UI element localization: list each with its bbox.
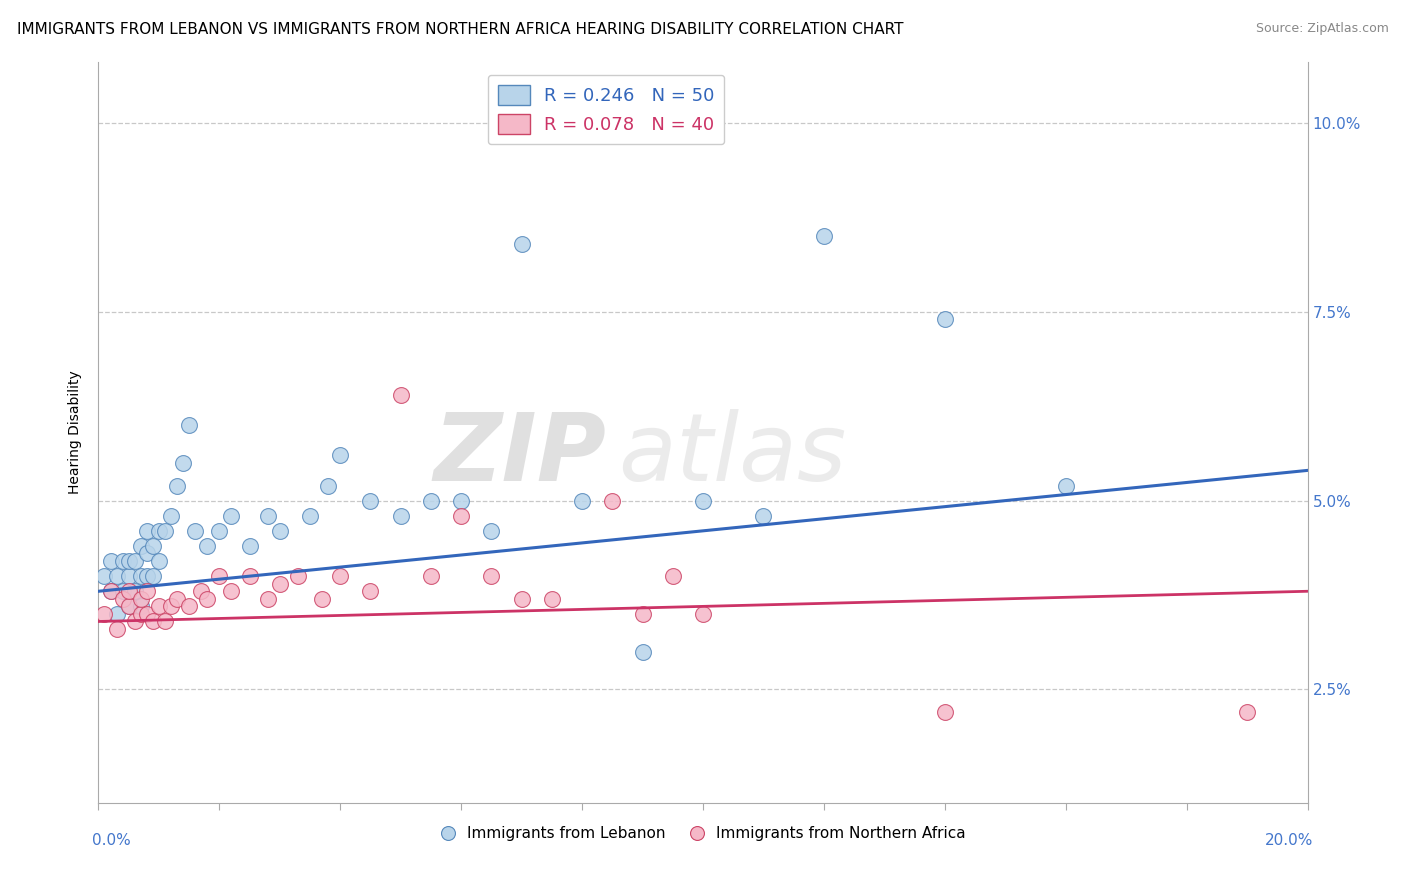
- Point: [631, 607, 654, 621]
- Point: [221, 508, 243, 523]
- Point: [631, 645, 654, 659]
- Text: atlas: atlas: [619, 409, 846, 500]
- Point: [420, 569, 443, 583]
- Point: [105, 569, 128, 583]
- Point: [135, 607, 157, 621]
- Point: [256, 508, 278, 523]
- Point: [148, 524, 170, 538]
- Point: [510, 236, 533, 251]
- Text: 20.0%: 20.0%: [1265, 833, 1313, 848]
- Y-axis label: Hearing Disability: Hearing Disability: [69, 371, 83, 494]
- Point: [269, 524, 291, 538]
- Point: [153, 615, 176, 629]
- Point: [166, 591, 188, 606]
- Point: [389, 508, 412, 523]
- Point: [179, 599, 201, 614]
- Point: [450, 493, 472, 508]
- Point: [269, 576, 291, 591]
- Point: [692, 607, 714, 621]
- Point: [208, 524, 231, 538]
- Point: [540, 591, 562, 606]
- Point: [142, 539, 165, 553]
- Point: [105, 607, 128, 621]
- Point: [172, 456, 194, 470]
- Point: [135, 584, 157, 599]
- Point: [118, 599, 141, 614]
- Point: [239, 539, 262, 553]
- Point: [661, 569, 683, 583]
- Point: [195, 591, 218, 606]
- Point: [124, 615, 146, 629]
- Point: [239, 569, 262, 583]
- Point: [420, 493, 443, 508]
- Point: [118, 584, 141, 599]
- Point: [135, 569, 157, 583]
- Point: [93, 569, 115, 583]
- Point: [153, 524, 176, 538]
- Point: [510, 591, 533, 606]
- Point: [111, 554, 134, 568]
- Point: [142, 569, 165, 583]
- Point: [329, 569, 352, 583]
- Point: [129, 591, 152, 606]
- Point: [299, 508, 322, 523]
- Point: [160, 599, 183, 614]
- Point: [105, 622, 128, 636]
- Point: [100, 554, 122, 568]
- Text: IMMIGRANTS FROM LEBANON VS IMMIGRANTS FROM NORTHERN AFRICA HEARING DISABILITY CO: IMMIGRANTS FROM LEBANON VS IMMIGRANTS FR…: [17, 22, 904, 37]
- Point: [450, 508, 472, 523]
- Point: [329, 448, 352, 462]
- Point: [100, 584, 122, 599]
- Point: [813, 229, 835, 244]
- Point: [195, 539, 218, 553]
- Point: [148, 554, 170, 568]
- Point: [360, 584, 382, 599]
- Point: [124, 584, 146, 599]
- Point: [481, 569, 503, 583]
- Point: [934, 705, 956, 719]
- Point: [481, 524, 503, 538]
- Point: [135, 524, 157, 538]
- Point: [100, 584, 122, 599]
- Point: [221, 584, 243, 599]
- Point: [93, 607, 115, 621]
- Point: [124, 554, 146, 568]
- Point: [111, 591, 134, 606]
- Text: 0.0%: 0.0%: [93, 833, 131, 848]
- Point: [135, 547, 157, 561]
- Point: [208, 569, 231, 583]
- Point: [129, 569, 152, 583]
- Point: [129, 607, 152, 621]
- Point: [190, 584, 212, 599]
- Point: [118, 569, 141, 583]
- Point: [129, 539, 152, 553]
- Point: [752, 508, 775, 523]
- Point: [129, 599, 152, 614]
- Point: [311, 591, 333, 606]
- Point: [256, 591, 278, 606]
- Point: [934, 312, 956, 326]
- Point: [184, 524, 207, 538]
- Point: [118, 554, 141, 568]
- Point: [179, 418, 201, 433]
- Point: [160, 508, 183, 523]
- Point: [571, 493, 593, 508]
- Point: [148, 599, 170, 614]
- Point: [1054, 478, 1077, 492]
- Point: [142, 615, 165, 629]
- Legend: Immigrants from Lebanon, Immigrants from Northern Africa: Immigrants from Lebanon, Immigrants from…: [434, 820, 972, 847]
- Text: ZIP: ZIP: [433, 409, 606, 500]
- Text: Source: ZipAtlas.com: Source: ZipAtlas.com: [1256, 22, 1389, 36]
- Point: [287, 569, 309, 583]
- Point: [360, 493, 382, 508]
- Point: [111, 584, 134, 599]
- Point: [118, 599, 141, 614]
- Point: [389, 388, 412, 402]
- Point: [316, 478, 339, 492]
- Point: [1236, 705, 1258, 719]
- Point: [602, 493, 624, 508]
- Point: [692, 493, 714, 508]
- Point: [166, 478, 188, 492]
